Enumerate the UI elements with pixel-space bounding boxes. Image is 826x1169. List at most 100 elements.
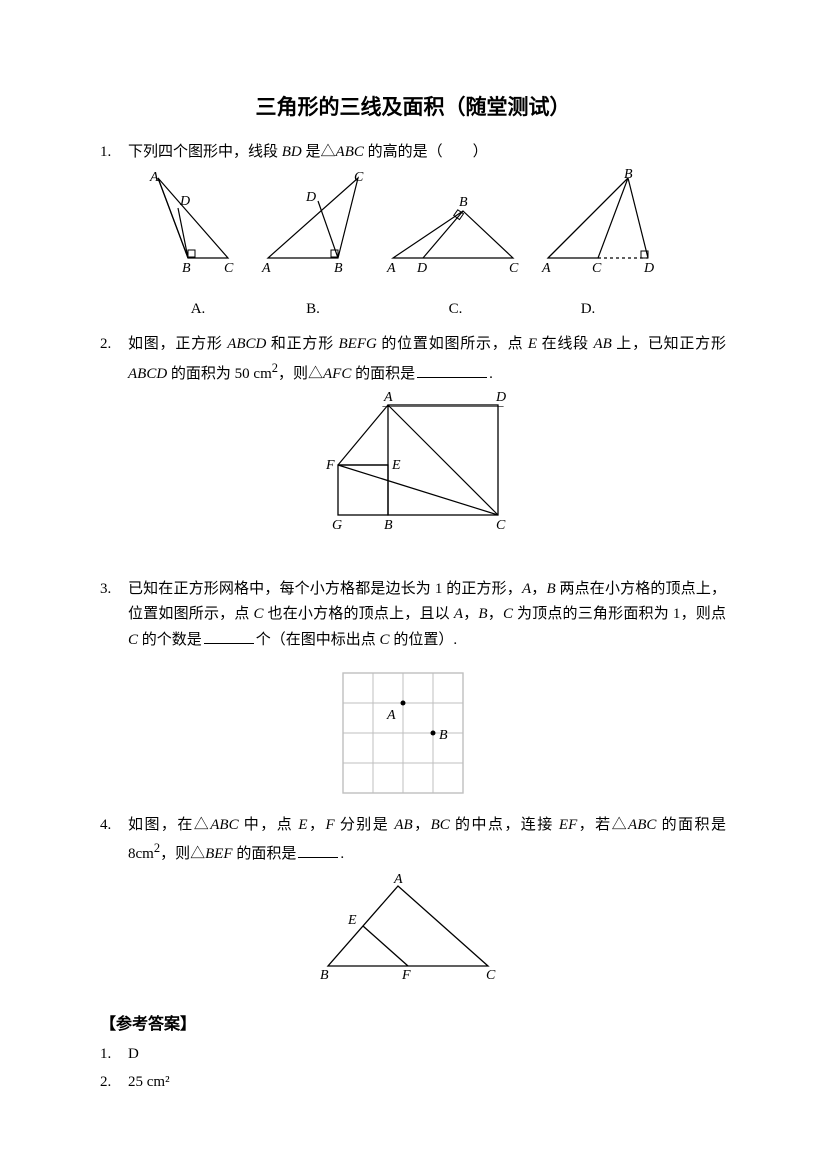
svg-text:B: B (624, 167, 633, 182)
q4-text: 如图，在△ (128, 817, 210, 833)
q3-a2: A (454, 606, 463, 622)
q2-ab: AB (593, 336, 611, 352)
q4-abc2: ABC (628, 817, 656, 833)
q1-text: 下列四个图形中，线段 (128, 144, 282, 160)
svg-text:A: A (386, 261, 396, 276)
q2-text: 如图，正方形 (128, 336, 227, 352)
svg-text:B: B (439, 728, 448, 743)
q3-body: 已知在正方形网格中，每个小方格都是边长为 1 的正方形，A，B 两点在小方格的顶… (128, 577, 726, 654)
svg-text:B: B (320, 968, 329, 983)
svg-text:E: E (347, 913, 357, 928)
a1-val: D (128, 1042, 139, 1068)
q4-ab: AB (394, 817, 412, 833)
q3-blank (204, 629, 254, 644)
q2-blank (417, 363, 487, 378)
q4-body: 如图，在△ABC 中，点 E，F 分别是 AB，BC 的中点，连接 EF，若△A… (128, 813, 726, 868)
svg-text:C: C (496, 518, 506, 533)
q2-abcd2: ABCD (128, 366, 167, 382)
q1-text: 是△ (302, 144, 336, 160)
question-2: 2. 如图，正方形 ABCD 和正方形 BEFG 的位置如图所示，点 E 在线段… (100, 332, 726, 387)
q4-text: ，若△ (577, 817, 628, 833)
q1-optC: C. (358, 297, 503, 323)
a1-num: 1. (100, 1042, 128, 1068)
q2-text: 上，已知正方形 (612, 336, 726, 352)
svg-text:A: A (386, 708, 396, 723)
svg-text:D: D (179, 194, 190, 209)
q4-text: 的面积是 (233, 846, 297, 862)
q3-text: ， (463, 606, 478, 622)
svg-text:G: G (332, 518, 342, 533)
q4-blank (298, 843, 338, 858)
q1-svg: A D B C C D A B B A D C (128, 173, 688, 283)
svg-text:C: C (592, 261, 602, 276)
q3-b: B (546, 581, 555, 597)
q4-ef: EF (559, 817, 577, 833)
q4-bc: BC (431, 817, 450, 833)
q3-text: 个（在图中标出点 (256, 632, 380, 648)
svg-text:A: A (149, 170, 159, 185)
answers-header: 【参考答案】 (100, 1011, 726, 1038)
svg-text:C: C (486, 968, 496, 983)
question-1: 1. 下列四个图形中，线段 BD 是△ABC 的高的是（ ） (100, 140, 726, 166)
q3-text: 已知在正方形网格中，每个小方格都是边长为 1 的正方形， (128, 581, 522, 597)
q4-svg: A B C E F (313, 878, 513, 978)
q4-f: F (325, 817, 334, 833)
svg-text:A: A (383, 390, 393, 405)
q1-number: 1. (100, 140, 128, 166)
q4-text: ， (413, 817, 431, 833)
q2-befg: BEFG (339, 336, 377, 352)
q3-a: A (522, 581, 531, 597)
q3-text: 的个数是 (138, 632, 202, 648)
svg-text:A: A (261, 261, 271, 276)
q4-number: 4. (100, 813, 128, 868)
q2-text: 和正方形 (266, 336, 338, 352)
svg-text:F: F (325, 458, 335, 473)
q4-text: . (340, 846, 344, 862)
q2-text: 在线段 (537, 336, 593, 352)
q3-text: ， (488, 606, 503, 622)
q1-body: 下列四个图形中，线段 BD 是△ABC 的高的是（ ） (128, 140, 726, 166)
q3-b2: B (478, 606, 487, 622)
answer-2: 2. 25 cm² (100, 1070, 726, 1096)
q2-text: 的面积是 (351, 366, 415, 382)
q3-svg: A B (333, 663, 493, 793)
svg-text:D: D (495, 390, 506, 405)
svg-text:B: B (384, 518, 393, 533)
q2-text: ，则△ (278, 366, 323, 382)
q2-svg: A D C B F E G (303, 397, 523, 557)
q2-diagram: A D C B F E G (100, 397, 726, 567)
q3-text: 为顶点的三角形面积为 1，则点 (513, 606, 726, 622)
page-title: 三角形的三线及面积（随堂测试） (100, 90, 726, 126)
q4-diagram: A B C E F (100, 878, 726, 988)
q2-text: 的面积为 50 cm (167, 366, 272, 382)
svg-text:C: C (354, 170, 364, 185)
a2-num: 2. (100, 1070, 128, 1096)
q3-diagram: A B (100, 663, 726, 803)
q4-text: ， (308, 817, 326, 833)
q3-c4: C (380, 632, 390, 648)
svg-text:C: C (224, 261, 234, 276)
q3-text: 也在小方格的顶点上，且以 (264, 606, 454, 622)
svg-text:A: A (541, 261, 551, 276)
q4-e: E (298, 817, 307, 833)
q4-text: ，则△ (160, 846, 205, 862)
a2-val: 25 cm² (128, 1070, 170, 1096)
q4-text: 分别是 (335, 817, 395, 833)
svg-text:A: A (393, 872, 403, 887)
q4-text: 中，点 (239, 817, 299, 833)
q1-options: A. B. C. D. (128, 297, 726, 323)
q1-diagrams: A D B C C D A B B A D C (128, 173, 726, 293)
svg-text:E: E (391, 458, 401, 473)
q4-abc: ABC (210, 817, 238, 833)
q1-optA: A. (128, 297, 238, 323)
svg-text:C: C (509, 261, 519, 276)
svg-text:B: B (334, 261, 343, 276)
q2-abcd: ABCD (227, 336, 266, 352)
q3-c: C (254, 606, 264, 622)
question-4: 4. 如图，在△ABC 中，点 E，F 分别是 AB，BC 的中点，连接 EF，… (100, 813, 726, 868)
q3-text: ， (531, 581, 546, 597)
q1-seg: BD (282, 144, 302, 160)
q2-text: 的位置如图所示，点 (377, 336, 528, 352)
svg-text:B: B (182, 261, 191, 276)
q1-optB: B. (238, 297, 358, 323)
